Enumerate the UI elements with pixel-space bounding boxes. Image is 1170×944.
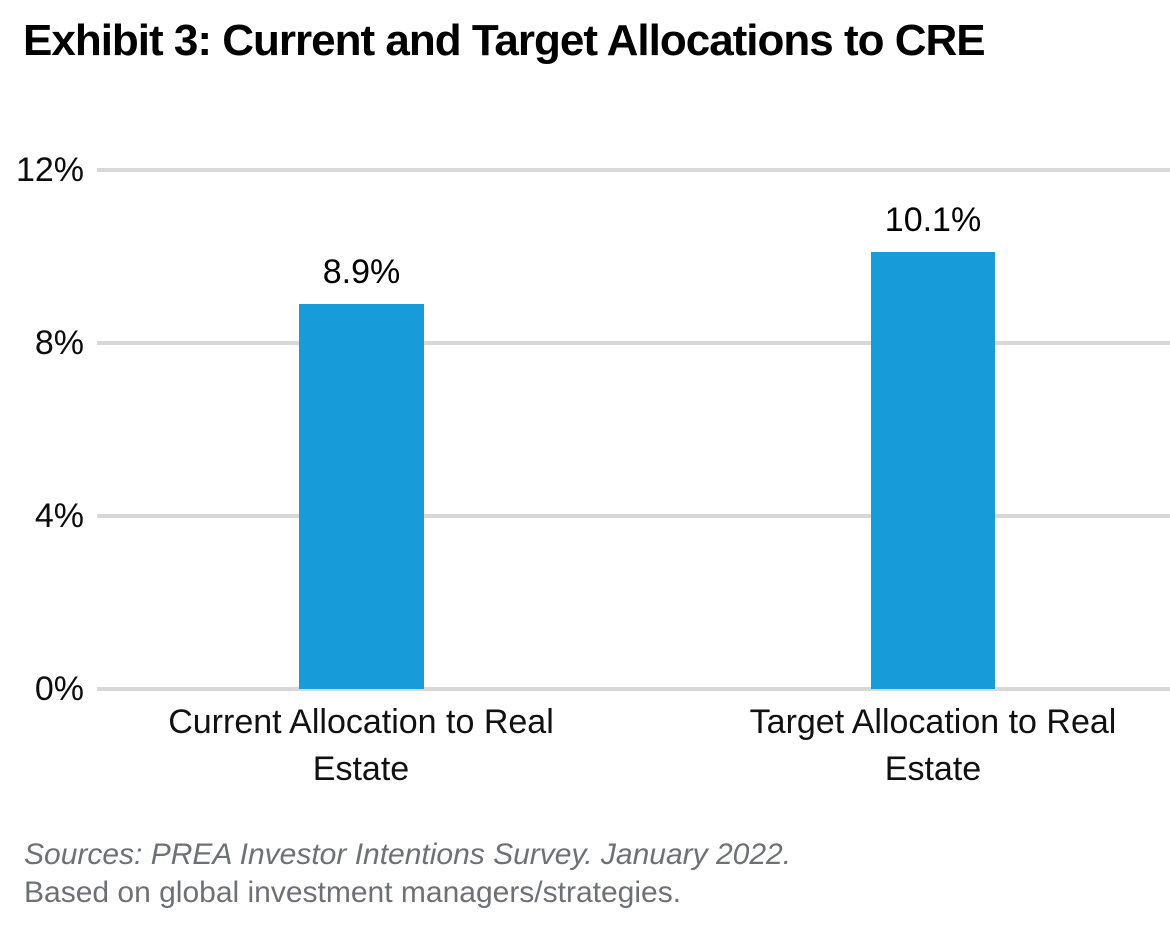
source-note: Sources: PREA Investor Intentions Survey… xyxy=(24,836,791,912)
gridline xyxy=(97,341,1170,345)
bar-slot: 8.9% xyxy=(299,170,424,689)
plot-area: 12% 8% 4% 0% 8.9% 10.1% xyxy=(0,153,1170,706)
y-tick-label: 4% xyxy=(34,497,84,535)
gridline xyxy=(97,687,1170,691)
category-label: Target Allocation to Real Estate xyxy=(749,703,1117,788)
chart-title: Exhibit 3: Current and Target Allocation… xyxy=(23,16,986,65)
bar xyxy=(871,252,995,689)
y-tick-label: 0% xyxy=(34,670,84,708)
source-line-1: Sources: PREA Investor Intentions Survey… xyxy=(24,838,792,871)
bar-slot: 10.1% xyxy=(871,170,995,689)
gridline xyxy=(97,514,1170,518)
category-label: Current Allocation to Real Estate xyxy=(168,703,554,788)
gridline xyxy=(97,168,1170,172)
y-tick-label: 12% xyxy=(15,151,84,189)
y-tick-label: 8% xyxy=(34,324,84,362)
source-line-2: Based on global investment managers/stra… xyxy=(24,876,682,909)
bar-value-label: 10.1% xyxy=(884,201,982,240)
bar xyxy=(299,304,424,689)
bar-value-label: 8.9% xyxy=(322,253,401,292)
